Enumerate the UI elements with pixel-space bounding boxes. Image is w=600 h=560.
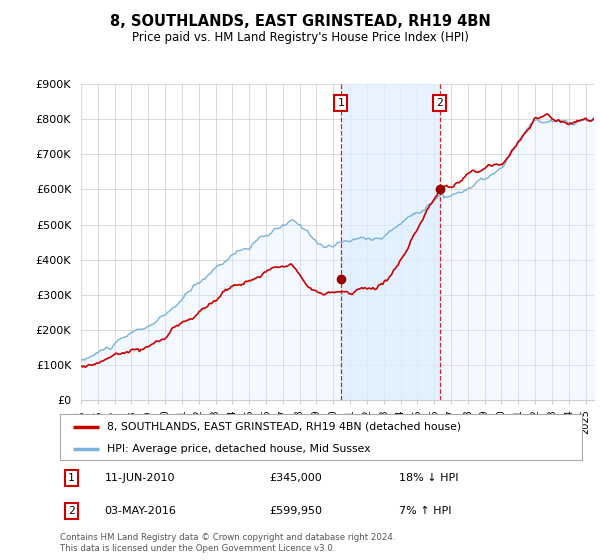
Text: 1: 1 — [337, 98, 344, 108]
Bar — [341, 84, 440, 400]
Text: 18% ↓ HPI: 18% ↓ HPI — [400, 473, 459, 483]
Text: 03-MAY-2016: 03-MAY-2016 — [104, 506, 176, 516]
Text: £345,000: £345,000 — [269, 473, 322, 483]
Text: £599,950: £599,950 — [269, 506, 322, 516]
Text: 2: 2 — [68, 506, 75, 516]
Text: 1: 1 — [68, 473, 75, 483]
Text: Contains HM Land Registry data © Crown copyright and database right 2024.
This d: Contains HM Land Registry data © Crown c… — [60, 533, 395, 553]
Text: 8, SOUTHLANDS, EAST GRINSTEAD, RH19 4BN: 8, SOUTHLANDS, EAST GRINSTEAD, RH19 4BN — [110, 14, 490, 29]
Text: 8, SOUTHLANDS, EAST GRINSTEAD, RH19 4BN (detached house): 8, SOUTHLANDS, EAST GRINSTEAD, RH19 4BN … — [107, 422, 461, 432]
Text: 2: 2 — [437, 98, 443, 108]
Text: HPI: Average price, detached house, Mid Sussex: HPI: Average price, detached house, Mid … — [107, 444, 370, 454]
Text: Price paid vs. HM Land Registry's House Price Index (HPI): Price paid vs. HM Land Registry's House … — [131, 31, 469, 44]
Text: 7% ↑ HPI: 7% ↑ HPI — [400, 506, 452, 516]
Text: 11-JUN-2010: 11-JUN-2010 — [104, 473, 175, 483]
